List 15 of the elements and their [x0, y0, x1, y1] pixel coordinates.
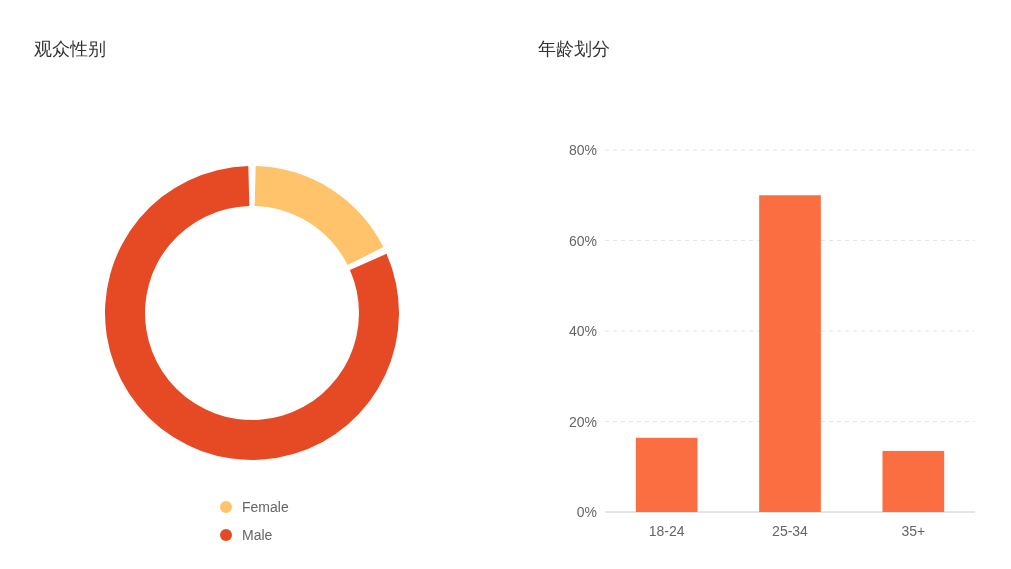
bar	[882, 450, 945, 512]
legend-label: Female	[242, 499, 289, 515]
x-tick-label: 18-24	[648, 523, 685, 539]
y-tick-label: 60%	[568, 232, 597, 249]
chart-title: 观众性别	[34, 39, 106, 59]
bar	[635, 437, 698, 512]
x-tick-label: 35+	[901, 523, 926, 539]
y-tick-label: 80%	[568, 142, 597, 158]
bar	[759, 195, 821, 512]
y-tick-label: 40%	[568, 323, 597, 339]
y-tick-label: 20%	[568, 413, 597, 430]
legend-label: Male	[242, 527, 273, 543]
x-tick-label: 25-34	[772, 523, 809, 539]
y-tick-label: 0%	[576, 504, 597, 520]
chart-title: 年龄划分	[538, 39, 610, 59]
